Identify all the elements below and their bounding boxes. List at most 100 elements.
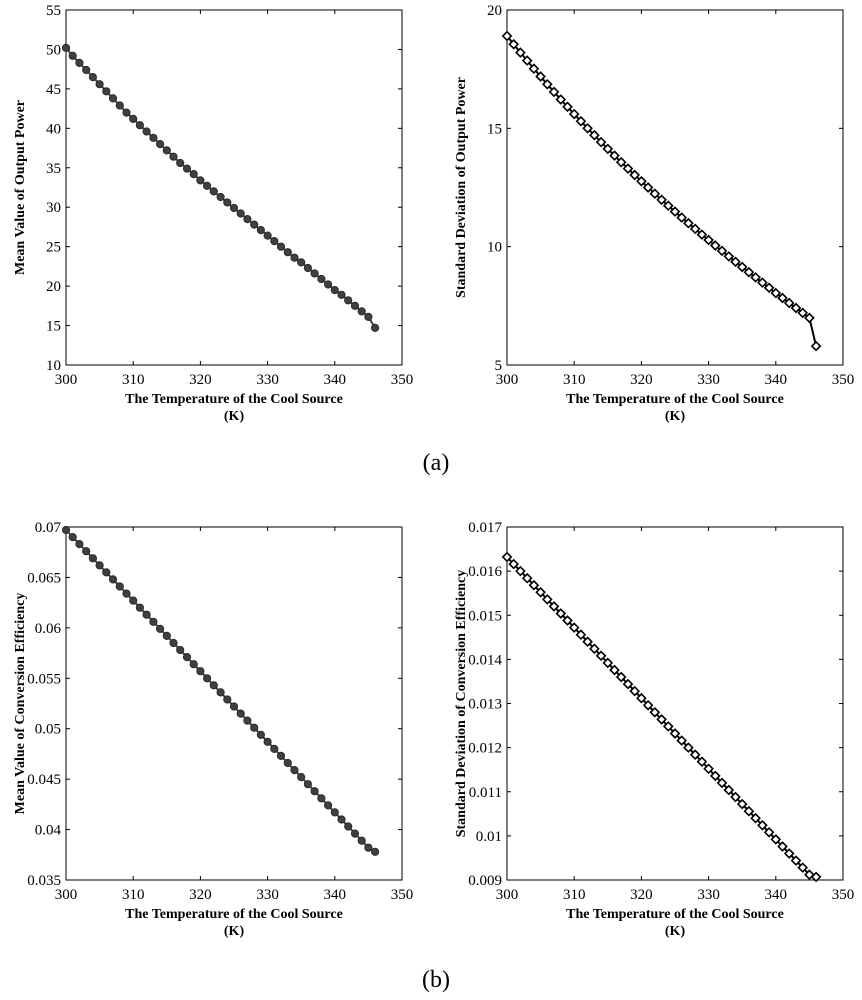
data-point [636, 692, 647, 704]
data-point [108, 575, 118, 584]
x-tick-label: 310 [563, 372, 586, 388]
x-tick-label: 340 [324, 887, 347, 903]
y-tick-label: 0.05 [35, 722, 61, 738]
data-point [535, 71, 546, 82]
series-line [506, 35, 818, 347]
data-point [135, 121, 144, 130]
data-point [589, 643, 600, 655]
data-point [730, 791, 741, 803]
y-tick-label: 0.015 [468, 608, 502, 624]
y-tick-label: 0.07 [35, 520, 62, 536]
x-tick-label: 320 [630, 372, 653, 388]
data-point [615, 671, 627, 683]
data-point [568, 622, 580, 633]
data-point [649, 706, 661, 718]
x-axis-label: The Temperature of the Cool Source [566, 392, 784, 407]
x-tick-label: 340 [324, 372, 347, 388]
x-axis-unit: (K) [224, 924, 245, 939]
y-tick-label: 5 [495, 358, 503, 374]
data-point [797, 307, 809, 319]
data-point [609, 150, 620, 161]
data-point [176, 645, 185, 655]
x-tick-label: 350 [391, 372, 414, 388]
data-point [763, 282, 775, 294]
data-point [182, 164, 192, 173]
data-point [709, 770, 721, 782]
data-point [203, 674, 212, 683]
data-point [135, 603, 144, 612]
data-point [548, 601, 560, 612]
data-point [541, 594, 553, 605]
x-tick-label: 300 [496, 372, 519, 388]
data-point [622, 163, 634, 174]
plot-frame [506, 526, 844, 881]
data-point [344, 296, 353, 305]
data-point [562, 101, 573, 113]
data-point [256, 730, 265, 739]
data-point [243, 215, 252, 224]
data-point [75, 58, 84, 68]
y-tick-label: 0.017 [468, 520, 502, 536]
data-point [156, 140, 165, 149]
y-tick-label: 20 [487, 3, 502, 19]
data-point [303, 263, 312, 273]
x-axis-label: The Temperature of the Cool Source [125, 907, 343, 922]
data-point [548, 86, 560, 98]
data-point [122, 589, 131, 598]
x-axis-label: The Temperature of the Cool Source [566, 907, 784, 922]
data-point [790, 855, 802, 866]
data-point [61, 43, 71, 53]
x-axis-unit: (K) [665, 924, 686, 939]
data-point [270, 744, 279, 754]
y-tick-label: 30 [46, 200, 61, 216]
y-tick-label: 10 [487, 240, 502, 256]
data-point [676, 212, 688, 223]
data-point [330, 808, 339, 817]
plot-frame [506, 9, 844, 366]
data-point [189, 660, 198, 669]
data-point [515, 47, 526, 58]
y-tick-label: 0.012 [468, 741, 502, 757]
data-point [501, 551, 513, 563]
y-tick-label: 0.014 [468, 652, 502, 668]
data-point [256, 226, 265, 235]
data-point [609, 664, 620, 676]
data-point [162, 146, 171, 155]
data-point [501, 30, 513, 42]
x-tick-label: 300 [496, 887, 519, 903]
data-point [129, 114, 138, 124]
data-point [689, 223, 701, 235]
data-point [662, 200, 674, 212]
data-point [683, 217, 694, 229]
data-point [236, 709, 245, 718]
data-point [108, 94, 118, 103]
data-point [555, 608, 567, 619]
y-tick-label: 0.009 [468, 873, 502, 889]
data-point [669, 728, 681, 739]
x-tick-label: 350 [832, 887, 855, 903]
y-tick-label: 0.06 [35, 621, 62, 637]
data-point [115, 101, 124, 110]
x-tick-label: 340 [765, 887, 788, 903]
data-point [797, 862, 809, 873]
x-tick-label: 300 [55, 887, 78, 903]
data-point [595, 650, 607, 662]
data-point [676, 735, 688, 746]
y-tick-label: 0.035 [27, 873, 61, 889]
data-point [283, 248, 292, 257]
x-tick-label: 310 [122, 887, 145, 903]
data-point [730, 256, 741, 268]
data-point [68, 533, 77, 542]
data-point [656, 714, 667, 725]
data-point [317, 274, 326, 284]
data-point [804, 312, 815, 324]
data-point [683, 742, 694, 753]
data-point [344, 822, 353, 831]
y-tick-label: 45 [46, 82, 61, 98]
data-point [223, 695, 232, 704]
data-point [263, 737, 272, 746]
x-tick-label: 310 [563, 887, 586, 903]
x-axis-unit: (K) [665, 409, 686, 424]
data-point [364, 843, 373, 852]
